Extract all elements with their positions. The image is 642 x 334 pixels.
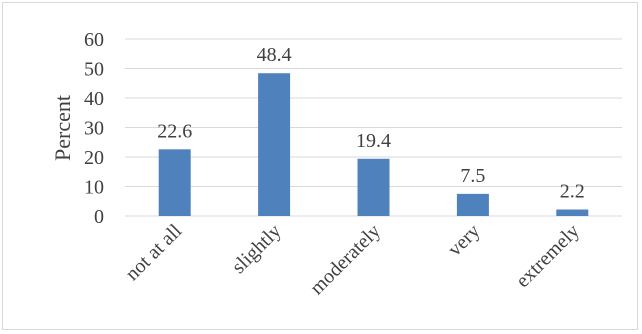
x-tick-label: very	[444, 220, 485, 261]
y-tick-label: 60	[84, 29, 104, 51]
y-tick-label: 40	[84, 88, 104, 110]
y-axis-title: Percent	[50, 95, 75, 161]
data-label: 22.6	[157, 120, 192, 142]
data-label: 2.2	[560, 181, 585, 203]
y-tick-label: 30	[84, 118, 104, 140]
y-tick-label: 20	[84, 147, 104, 169]
bar	[258, 73, 291, 216]
y-tick-label: 0	[94, 206, 104, 228]
x-tick-label: extremely	[512, 220, 584, 292]
chart-frame	[2, 2, 638, 330]
bar	[158, 149, 191, 216]
data-label: 48.4	[257, 44, 292, 66]
data-labels: 22.6 48.4 19.4 7.5 2.2	[157, 44, 585, 202]
x-tick-label: slightly	[228, 220, 286, 278]
y-axis-ticks: 0 10 20 30 40 50 60	[84, 29, 104, 228]
bar	[556, 209, 589, 216]
x-axis-ticks: not at all slightly moderately very extremel…	[121, 220, 584, 299]
bars	[158, 73, 589, 216]
data-label: 7.5	[460, 165, 485, 187]
bar	[357, 158, 390, 216]
x-tick-label: moderately	[306, 220, 385, 299]
data-label: 19.4	[356, 130, 391, 152]
y-tick-label: 50	[84, 59, 104, 81]
x-tick-label: not at all	[121, 220, 186, 285]
bar	[456, 193, 489, 216]
gridlines	[125, 38, 622, 217]
y-tick-label: 10	[84, 177, 104, 199]
